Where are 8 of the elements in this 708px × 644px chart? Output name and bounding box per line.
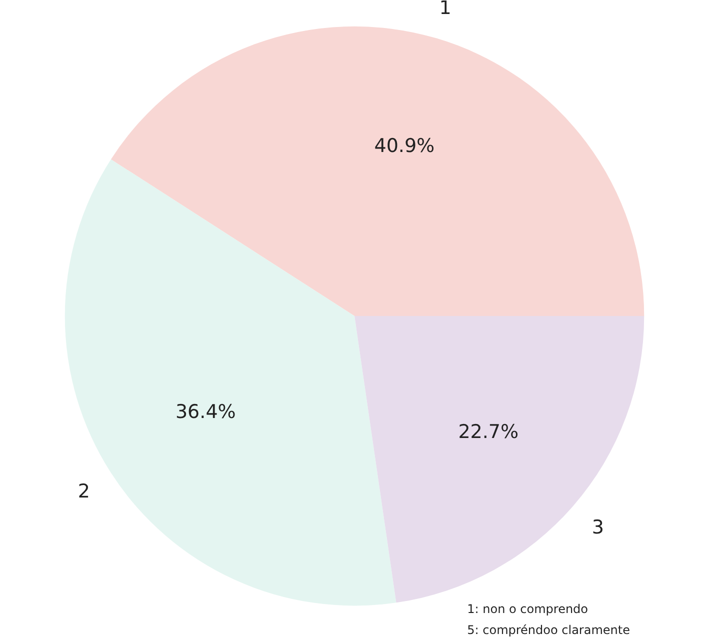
data-label: 22.7% — [458, 420, 519, 443]
slice-label: 1 — [439, 0, 452, 20]
text: 1: non o comprendo — [467, 602, 588, 616]
text: 5: compréndoo claramente — [467, 623, 630, 638]
slice-label: 2 — [78, 480, 90, 502]
slice-label: 3 — [592, 516, 604, 539]
data-label: 40.9% — [374, 135, 435, 158]
data-label: 36.4% — [175, 400, 236, 423]
